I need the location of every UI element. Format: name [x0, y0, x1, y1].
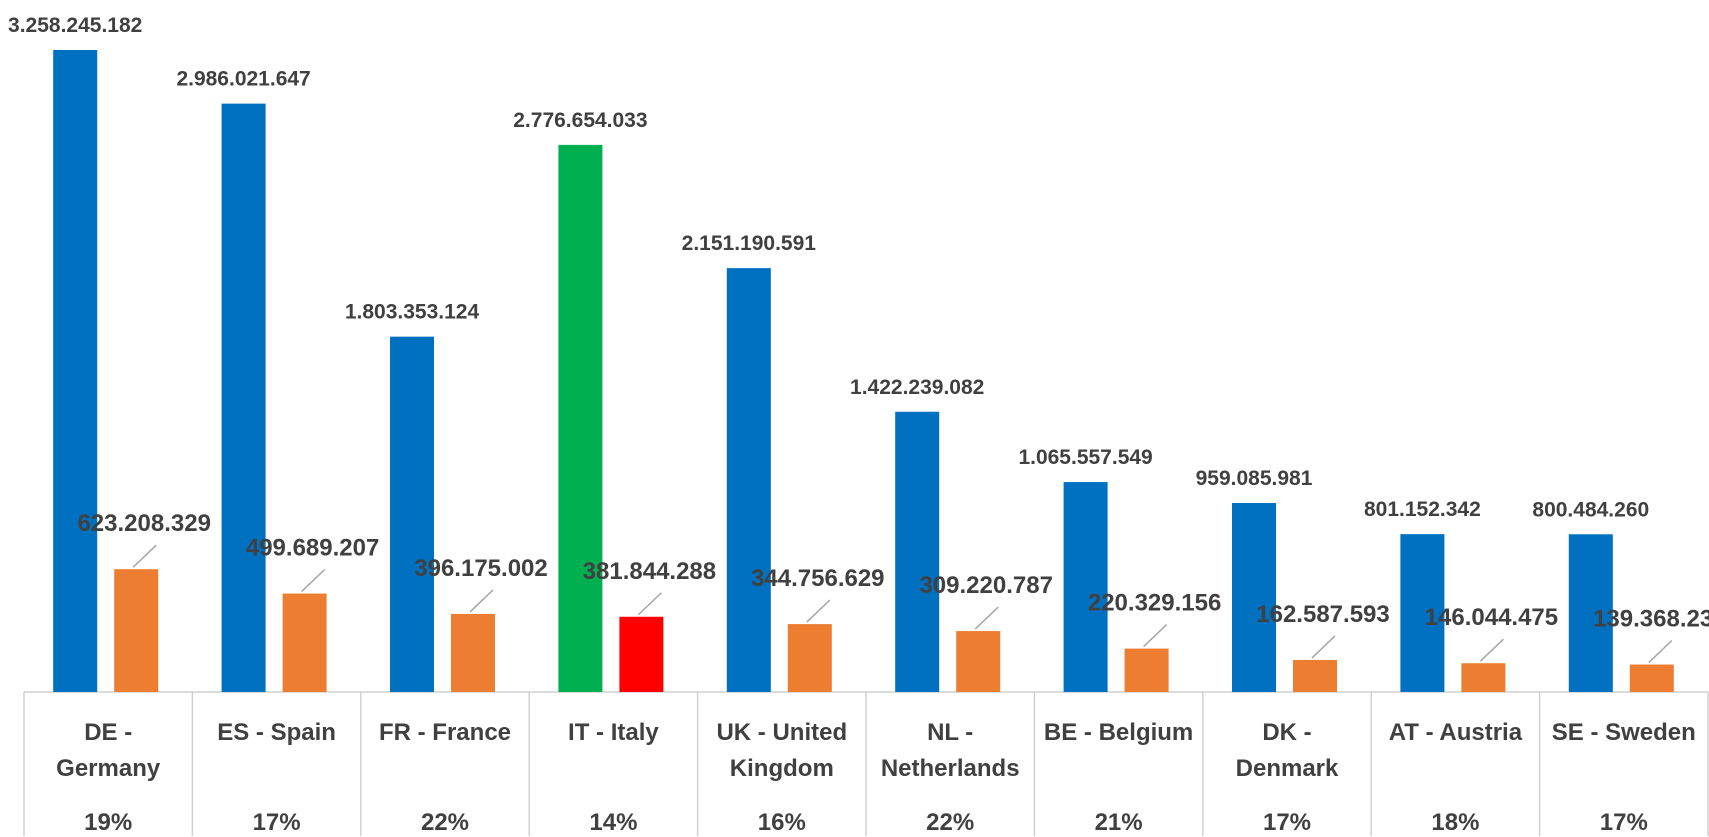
bar-series2-2	[451, 613, 495, 692]
data-label-series1-4: 2.151.190.591	[682, 232, 817, 255]
leader-line-series2-9	[1648, 639, 1673, 664]
percent-label-8: 18%	[1431, 809, 1479, 836]
percent-label-3: 14%	[589, 809, 637, 836]
bar-series1-2	[390, 336, 434, 692]
bar-series1-1	[221, 103, 266, 692]
data-label-series1-7: 959.085.981	[1196, 467, 1313, 490]
category-label-3: IT - Italy	[568, 719, 659, 746]
leader-line-series2-7	[1311, 635, 1336, 659]
bar-series2-9	[1629, 664, 1674, 692]
percent-label-7: 17%	[1263, 809, 1311, 836]
percent-label-9: 17%	[1600, 809, 1648, 836]
data-label-series2-8: 146.044.475	[1425, 604, 1558, 631]
data-label-series2-9: 139.368.236	[1593, 606, 1709, 633]
category-label-4: Kingdom	[730, 755, 834, 782]
bar-series2-6	[1124, 648, 1169, 692]
percent-label-0: 19%	[84, 809, 132, 836]
data-label-series2-0: 623.208.329	[77, 510, 210, 537]
bar-series1-9	[1568, 534, 1613, 692]
data-label-series1-8: 801.152.342	[1364, 498, 1481, 521]
data-label-series1-2: 1.803.353.124	[345, 301, 480, 324]
data-label-series2-1: 499.689.207	[246, 535, 379, 562]
bar-series1-8	[1400, 534, 1445, 692]
category-label-0: Germany	[56, 755, 161, 782]
bar-series2-0	[114, 569, 159, 692]
bar-series1-7	[1232, 503, 1276, 692]
data-label-series2-6: 220.329.156	[1088, 590, 1221, 617]
category-label-7: Denmark	[1236, 755, 1339, 782]
percent-label-2: 22%	[421, 809, 469, 836]
percent-label-1: 17%	[253, 809, 301, 836]
leader-line-series2-1	[301, 568, 326, 593]
category-label-8: AT - Austria	[1389, 719, 1523, 746]
data-label-series1-1: 2.986.021.647	[176, 68, 310, 91]
leader-line-series2-8	[1479, 638, 1504, 662]
bar-series1-6	[1063, 482, 1108, 692]
leader-line-series2-4	[806, 599, 831, 623]
percent-label-4: 16%	[758, 809, 806, 836]
data-label-series1-6: 1.065.557.549	[1018, 446, 1152, 469]
bar-series1-0	[53, 50, 98, 692]
data-label-series1-9: 800.484.260	[1532, 498, 1649, 521]
bar-series2-8	[1461, 663, 1506, 692]
data-label-series2-5: 309.220.787	[919, 572, 1052, 599]
category-label-5: Netherlands	[881, 755, 1020, 782]
category-label-2: FR - France	[379, 719, 511, 746]
data-label-series2-3: 381.844.288	[583, 558, 716, 585]
category-label-4: UK - United	[716, 719, 847, 746]
bar-series1-3	[558, 144, 603, 692]
data-label-series1-3: 2.776.654.033	[513, 109, 647, 132]
category-label-7: DK -	[1262, 719, 1311, 746]
data-label-series1-5: 1.422.239.082	[850, 376, 984, 399]
bar-series2-4	[787, 624, 832, 692]
bar-series2-3	[619, 616, 664, 692]
category-label-5: NL -	[927, 719, 973, 746]
bar-series2-7	[1293, 659, 1337, 692]
category-label-6: BE - Belgium	[1044, 719, 1193, 746]
bar-series2-5	[956, 631, 1001, 692]
leader-line-series2-6	[1143, 624, 1168, 648]
percent-label-6: 21%	[1095, 809, 1143, 836]
leader-line-series2-0	[132, 544, 157, 568]
leader-line-series2-5	[974, 606, 999, 630]
data-label-series2-7: 162.587.593	[1256, 601, 1389, 628]
percent-label-5: 22%	[926, 809, 974, 836]
bar-series2-1	[282, 593, 327, 692]
bar-series1-4	[726, 268, 771, 692]
data-label-series1-0: 3.258.245.182	[8, 14, 142, 37]
category-label-1: ES - Spain	[217, 719, 336, 746]
category-label-9: SE - Sweden	[1552, 719, 1696, 746]
category-label-0: DE -	[84, 719, 132, 746]
bar-series1-5	[895, 411, 940, 692]
leader-line-series2-2	[469, 589, 494, 613]
data-label-series2-2: 396.175.002	[414, 555, 547, 582]
data-label-series2-4: 344.756.629	[751, 565, 884, 592]
leader-line-series2-3	[637, 592, 662, 616]
